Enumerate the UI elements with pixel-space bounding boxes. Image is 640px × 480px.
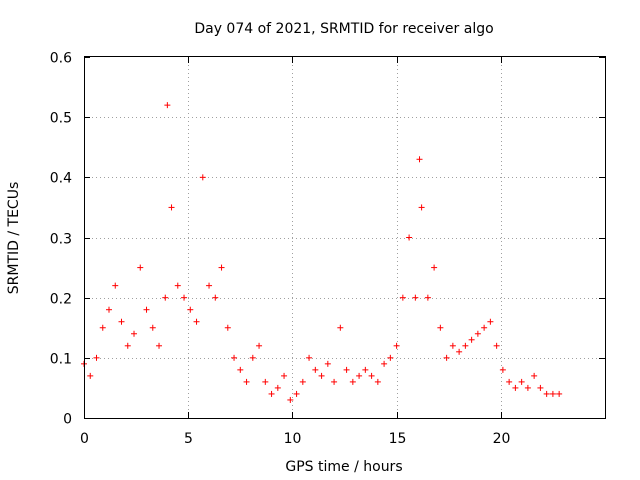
- data-point: [337, 324, 344, 331]
- data-point: [506, 378, 513, 385]
- data-point: [456, 348, 463, 355]
- data-point: [237, 366, 244, 373]
- data-point: [168, 204, 175, 211]
- y-tick-label: 0.3: [50, 232, 72, 248]
- x-axis-label: GPS time / hours: [285, 459, 402, 475]
- data-point: [281, 372, 288, 379]
- data-point: [193, 318, 200, 325]
- axis-ticks: 0 0.1 0.2 0.3 0.4 0.5 0.6 0 5 10 15 20: [50, 51, 605, 447]
- data-point: [199, 174, 206, 181]
- data-point: [137, 264, 144, 271]
- data-point: [206, 282, 213, 289]
- data-point: [212, 294, 219, 301]
- chart-title: Day 074 of 2021, SRMTID for receiver alg…: [194, 21, 493, 37]
- data-point: [256, 342, 263, 349]
- data-point: [368, 372, 375, 379]
- x-tick-label: 10: [284, 431, 302, 447]
- data-point: [293, 390, 300, 397]
- y-tick-label: 0.2: [50, 292, 72, 308]
- x-tick-label: 20: [493, 431, 511, 447]
- data-point: [249, 354, 256, 361]
- data-point: [374, 378, 381, 385]
- plot-frame: [84, 56, 606, 419]
- data-point: [399, 294, 406, 301]
- data-point: [287, 396, 294, 403]
- data-point: [274, 384, 281, 391]
- data-point: [474, 330, 481, 337]
- x-tick-label: 5: [184, 431, 193, 447]
- data-point: [406, 234, 413, 241]
- data-point: [543, 390, 550, 397]
- data-point: [262, 378, 269, 385]
- x-tick-label: 0: [80, 431, 89, 447]
- data-point: [462, 342, 469, 349]
- data-point: [224, 324, 231, 331]
- data-point: [418, 204, 425, 211]
- data-point: [493, 342, 500, 349]
- data-point: [443, 354, 450, 361]
- data-point: [556, 390, 563, 397]
- data-points: [81, 102, 563, 403]
- data-point: [324, 360, 331, 367]
- data-point: [393, 342, 400, 349]
- data-point: [149, 324, 156, 331]
- data-point: [537, 384, 544, 391]
- y-tick-label: 0.6: [50, 51, 72, 67]
- grid: [84, 57, 605, 418]
- data-point: [487, 318, 494, 325]
- data-point: [524, 384, 531, 391]
- data-point: [362, 366, 369, 373]
- data-point: [187, 306, 194, 313]
- data-point: [343, 366, 350, 373]
- data-point: [106, 306, 113, 313]
- y-axis-label: SRMTID / TECUs: [6, 182, 22, 295]
- data-point: [118, 318, 125, 325]
- data-point: [131, 330, 138, 337]
- data-point: [356, 372, 363, 379]
- data-point: [424, 294, 431, 301]
- data-point: [299, 378, 306, 385]
- data-point: [143, 306, 150, 313]
- data-point: [87, 372, 94, 379]
- data-point: [416, 156, 423, 163]
- data-point: [381, 360, 388, 367]
- data-point: [318, 372, 325, 379]
- data-point: [468, 336, 475, 343]
- y-tick-label: 0.4: [50, 171, 72, 187]
- data-point: [112, 282, 119, 289]
- data-point: [268, 390, 275, 397]
- data-point: [499, 366, 506, 373]
- data-point: [437, 324, 444, 331]
- y-tick-label: 0.5: [50, 111, 72, 127]
- data-point: [162, 294, 169, 301]
- data-point: [481, 324, 488, 331]
- data-point: [124, 342, 131, 349]
- data-point: [512, 384, 519, 391]
- data-point: [312, 366, 319, 373]
- data-point: [243, 378, 250, 385]
- data-point: [231, 354, 238, 361]
- data-point: [518, 378, 525, 385]
- data-point: [218, 264, 225, 271]
- data-point: [164, 102, 171, 109]
- data-point: [181, 294, 188, 301]
- data-point: [531, 372, 538, 379]
- data-point: [549, 390, 556, 397]
- data-point: [412, 294, 419, 301]
- data-point: [449, 342, 456, 349]
- data-point: [349, 378, 356, 385]
- data-point: [387, 354, 394, 361]
- data-point: [331, 378, 338, 385]
- y-tick-label: 0: [63, 412, 72, 428]
- data-point: [431, 264, 438, 271]
- data-point: [306, 354, 313, 361]
- data-point: [99, 324, 106, 331]
- x-tick-label: 15: [389, 431, 407, 447]
- data-point: [174, 282, 181, 289]
- data-point: [156, 342, 163, 349]
- data-point: [93, 354, 100, 361]
- y-tick-label: 0.1: [50, 352, 72, 368]
